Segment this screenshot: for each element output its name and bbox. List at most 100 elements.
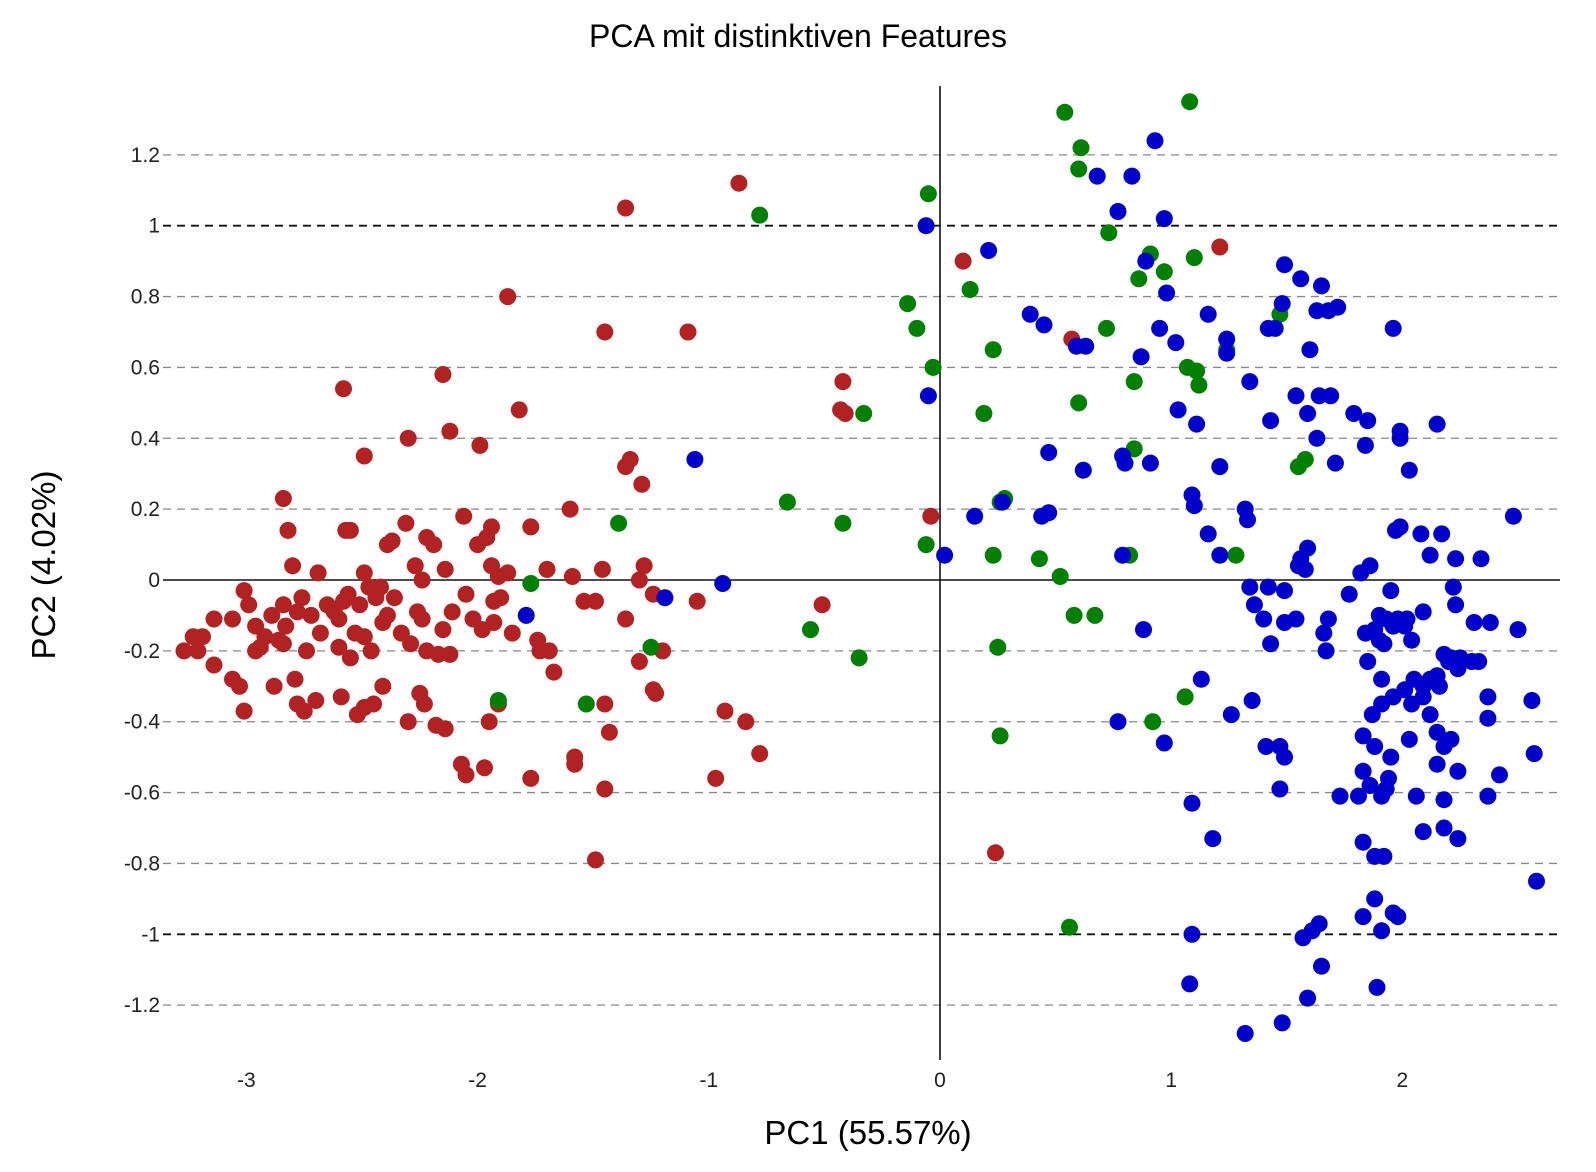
data-point [1389,908,1407,926]
data-point [1077,337,1095,355]
data-point [1088,167,1106,185]
data-point [277,617,295,635]
data-point [332,688,350,706]
data-point [224,610,241,628]
data-point [596,695,614,713]
data-point [1447,550,1465,568]
data-point [587,592,604,610]
data-point [1056,103,1074,121]
data-point [1146,132,1164,150]
data-point [1266,319,1284,337]
data-point [205,610,223,628]
data-point [954,252,972,270]
data-point [399,713,417,731]
data-point [1262,635,1280,653]
data-point [966,507,984,525]
data-point [1114,546,1132,564]
data-point [293,589,311,607]
data-point [1366,890,1384,908]
data-point [1313,277,1330,295]
data-point [1310,915,1328,933]
data-point [917,536,935,554]
data-point [483,557,500,575]
data-point [274,490,292,507]
data-point [1030,550,1048,568]
data-point [991,727,1009,745]
data-point [1241,373,1259,391]
data-point [1257,738,1275,755]
data-point [1123,167,1141,185]
data-point [1130,270,1148,288]
data-point [1299,539,1317,557]
data-point [311,624,329,642]
data-point [1098,319,1115,337]
data-point [1470,653,1488,670]
data-point [436,720,454,738]
data-point [593,560,611,578]
data-point [302,606,320,624]
data-point [1211,546,1229,564]
data-point [1051,568,1069,585]
y-tick-labels: -1.2 -1 -0.8 -0.6 -0.4 -0.2 0 0.2 0.4 0.6 0.8 1 1.2 [124,144,161,1017]
data-point [1021,305,1039,323]
data-point [1345,405,1363,422]
data-point [397,514,415,532]
data-point [1509,621,1527,639]
data-point [919,387,937,405]
data-point [1472,550,1490,568]
data-point [1428,723,1446,741]
data-point [335,380,352,398]
data-point [1299,989,1317,1007]
x-tick-label: -2 [468,1069,487,1092]
x-tick-label: 0 [934,1069,946,1092]
data-point [1289,458,1307,476]
data-point [362,642,380,660]
data-point [378,536,396,554]
data-point [1317,642,1335,660]
data-point [522,518,540,536]
data-point [374,677,392,695]
data-point [1188,415,1206,433]
data-point [1294,929,1312,947]
data-point [1255,610,1273,628]
data-point [189,642,207,660]
data-point [436,560,454,578]
data-point [1382,748,1400,766]
data-point [235,582,253,600]
data-point [1109,203,1127,220]
data-point [1114,447,1132,465]
data-point [1132,348,1150,366]
data-point [1504,507,1522,525]
data-point [1403,631,1421,649]
data-point [1211,238,1229,256]
data-point [247,642,265,660]
data-point [961,281,979,298]
data-point [1181,975,1199,993]
data-point [385,589,403,607]
data-point [1354,908,1372,926]
data-point [538,560,556,578]
x-tick-label: 1 [1165,1069,1177,1092]
data-point [355,564,373,582]
x-tick-label: 2 [1397,1069,1409,1092]
data-point [194,628,211,646]
data-point [1155,210,1173,228]
data-point [485,614,503,631]
data-point [751,206,769,224]
data-point [1199,305,1217,323]
data-point [455,507,473,525]
data-point [1100,224,1118,242]
data-point [457,766,475,784]
data-point [1155,263,1173,281]
data-point [365,695,383,713]
data-point [1433,525,1451,543]
data-point [1435,819,1453,837]
data-point [1276,748,1293,766]
data-point [737,713,755,731]
data-point [1086,606,1104,624]
y-tick-label: 0.2 [131,498,160,521]
data-point [707,769,725,787]
data-point [1313,957,1330,975]
data-point [1301,341,1319,359]
